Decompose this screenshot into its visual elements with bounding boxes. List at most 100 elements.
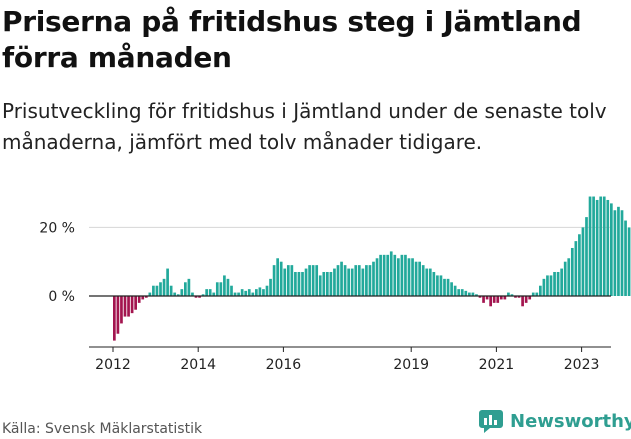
bar xyxy=(240,289,244,296)
bar xyxy=(418,261,421,296)
brand-logo[interactable]: Newsworthy xyxy=(478,408,631,434)
bar xyxy=(326,271,329,296)
bar xyxy=(322,271,326,296)
bar xyxy=(496,296,500,303)
bar xyxy=(304,268,308,296)
bar xyxy=(191,292,194,296)
bar xyxy=(464,290,468,297)
bar xyxy=(262,289,265,296)
bar xyxy=(482,296,485,303)
bar xyxy=(141,296,145,300)
bar xyxy=(343,265,347,296)
bar xyxy=(159,282,162,296)
x-tick-label: 2012 xyxy=(95,357,131,373)
bar xyxy=(137,296,141,303)
bar xyxy=(127,296,130,317)
bar xyxy=(514,296,517,298)
bar xyxy=(414,261,418,296)
bar xyxy=(166,268,169,296)
bar xyxy=(421,265,425,296)
bar xyxy=(404,254,407,296)
bar xyxy=(130,296,134,314)
bar xyxy=(546,275,549,296)
bar xyxy=(184,282,187,296)
bar xyxy=(610,203,613,296)
bar xyxy=(570,247,574,296)
bar xyxy=(272,265,276,296)
bar xyxy=(539,285,542,296)
bar xyxy=(279,261,283,296)
bar xyxy=(535,292,539,296)
bar xyxy=(386,254,390,296)
bar xyxy=(620,210,624,296)
bar xyxy=(379,254,382,296)
source-note: Källa: Svensk Mäklarstatistik xyxy=(2,421,203,437)
bar xyxy=(294,271,297,296)
bar xyxy=(318,275,322,296)
bar xyxy=(602,196,606,296)
chart-title: Priserna på fritidshus steg i Jämtland f… xyxy=(2,5,582,74)
bar xyxy=(560,268,563,296)
bar xyxy=(624,220,627,296)
bar xyxy=(517,296,521,298)
y-tick-label: 0 % xyxy=(48,289,75,305)
bar xyxy=(521,296,524,307)
bar xyxy=(237,292,240,296)
bar xyxy=(276,258,279,296)
bar xyxy=(212,292,216,296)
bar xyxy=(308,265,311,296)
bar xyxy=(219,282,223,296)
brand-name: Newsworthy xyxy=(510,410,631,432)
bar xyxy=(578,234,581,296)
bar xyxy=(510,294,514,296)
x-axis: 2012 2014 2016 2019 2021 2023 xyxy=(89,346,611,373)
bar xyxy=(120,296,123,324)
bar xyxy=(524,296,528,303)
bar xyxy=(627,227,631,296)
bar xyxy=(393,254,397,296)
bar xyxy=(144,296,148,298)
bar xyxy=(354,265,358,296)
bar xyxy=(432,271,436,296)
bar xyxy=(350,268,354,296)
bar xyxy=(116,296,120,334)
bar xyxy=(453,285,457,296)
x-tick-label: 2019 xyxy=(393,357,429,373)
bar xyxy=(489,296,492,307)
bar xyxy=(372,261,375,296)
bar xyxy=(375,258,379,296)
bar xyxy=(499,296,503,300)
bar xyxy=(425,268,429,296)
bar xyxy=(215,282,219,296)
bar xyxy=(365,265,368,296)
bar xyxy=(595,199,599,296)
bar xyxy=(428,268,432,296)
bar xyxy=(258,287,262,296)
bar xyxy=(549,275,553,296)
bar xyxy=(613,210,617,296)
bar xyxy=(389,251,393,296)
y-axis-labels: 20 % 0 % xyxy=(39,220,75,305)
bar xyxy=(382,254,386,296)
bar xyxy=(247,289,251,296)
bar xyxy=(443,278,446,296)
bar xyxy=(567,258,571,296)
bar xyxy=(230,285,233,296)
bar xyxy=(233,292,237,296)
bar xyxy=(333,268,336,296)
bar xyxy=(592,196,595,296)
bar xyxy=(556,271,560,296)
bar xyxy=(244,290,248,297)
bar xyxy=(176,294,180,296)
bar xyxy=(223,275,226,296)
bar xyxy=(340,261,343,296)
bar xyxy=(507,292,510,296)
bar xyxy=(407,258,411,296)
chart-subtitle: Prisutveckling för fritidshus i Jämtland… xyxy=(2,99,607,154)
bar xyxy=(169,285,173,296)
bar xyxy=(400,254,404,296)
bar xyxy=(471,292,475,296)
bar xyxy=(450,282,453,296)
bar xyxy=(492,296,496,303)
